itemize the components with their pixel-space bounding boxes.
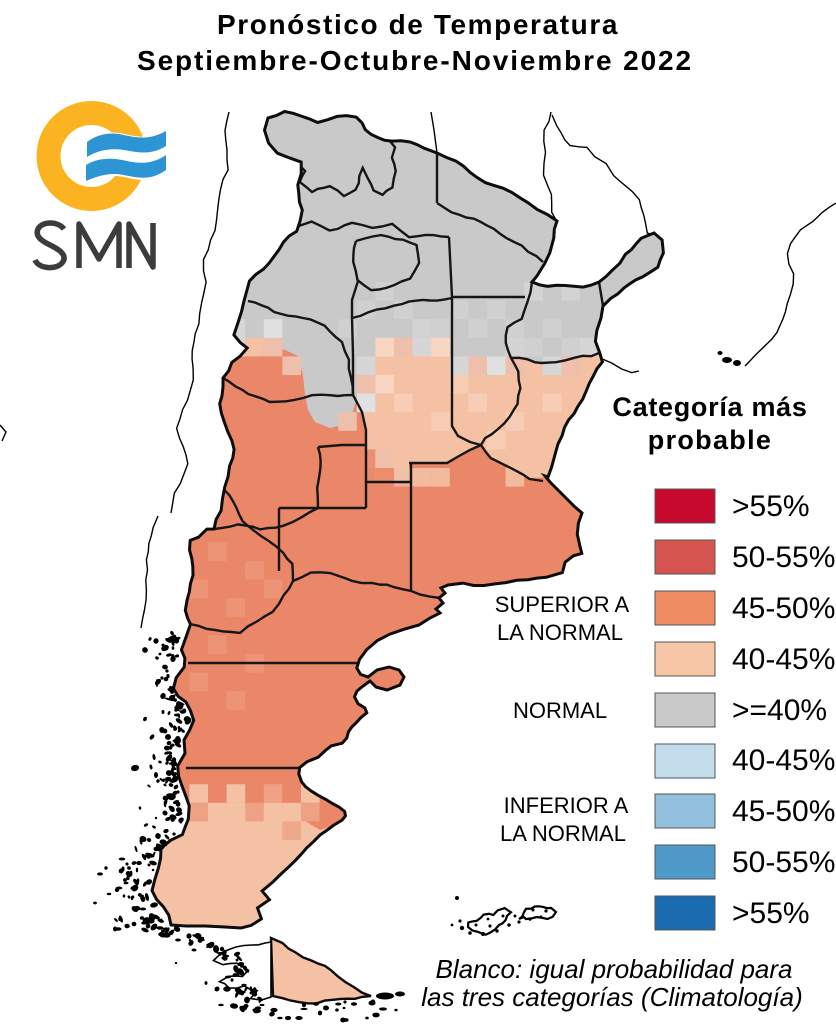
- svg-text:SUPERIOR A: SUPERIOR A: [495, 592, 630, 617]
- svg-text:>=40%: >=40%: [732, 694, 827, 727]
- svg-text:45-50%: 45-50%: [732, 795, 835, 828]
- svg-text:50-55%: 50-55%: [732, 541, 835, 574]
- svg-text:NORMAL: NORMAL: [513, 698, 607, 723]
- svg-text:las tres categorías (Climatolo: las tres categorías (Climatología): [421, 982, 802, 1012]
- svg-text:Septiembre-Octubre-Noviembre 2: Septiembre-Octubre-Noviembre 2022: [137, 45, 693, 76]
- svg-text:>55%: >55%: [732, 490, 810, 523]
- svg-text:>55%: >55%: [732, 897, 810, 930]
- svg-text:LA NORMAL: LA NORMAL: [500, 821, 626, 846]
- svg-text:45-50%: 45-50%: [732, 592, 835, 625]
- svg-text:50-55%: 50-55%: [732, 846, 835, 879]
- svg-text:40-45%: 40-45%: [732, 744, 835, 777]
- svg-text:INFERIOR A: INFERIOR A: [504, 793, 629, 818]
- svg-text:Categoría más: Categoría más: [612, 392, 807, 422]
- svg-text:probable: probable: [648, 425, 772, 455]
- svg-text:LA NORMAL: LA NORMAL: [497, 620, 623, 645]
- svg-text:40-45%: 40-45%: [732, 643, 835, 676]
- svg-text:Blanco: igual probabilidad par: Blanco: igual probabilidad para: [435, 954, 792, 984]
- svg-text:Pronóstico de Temperatura: Pronóstico de Temperatura: [217, 9, 619, 40]
